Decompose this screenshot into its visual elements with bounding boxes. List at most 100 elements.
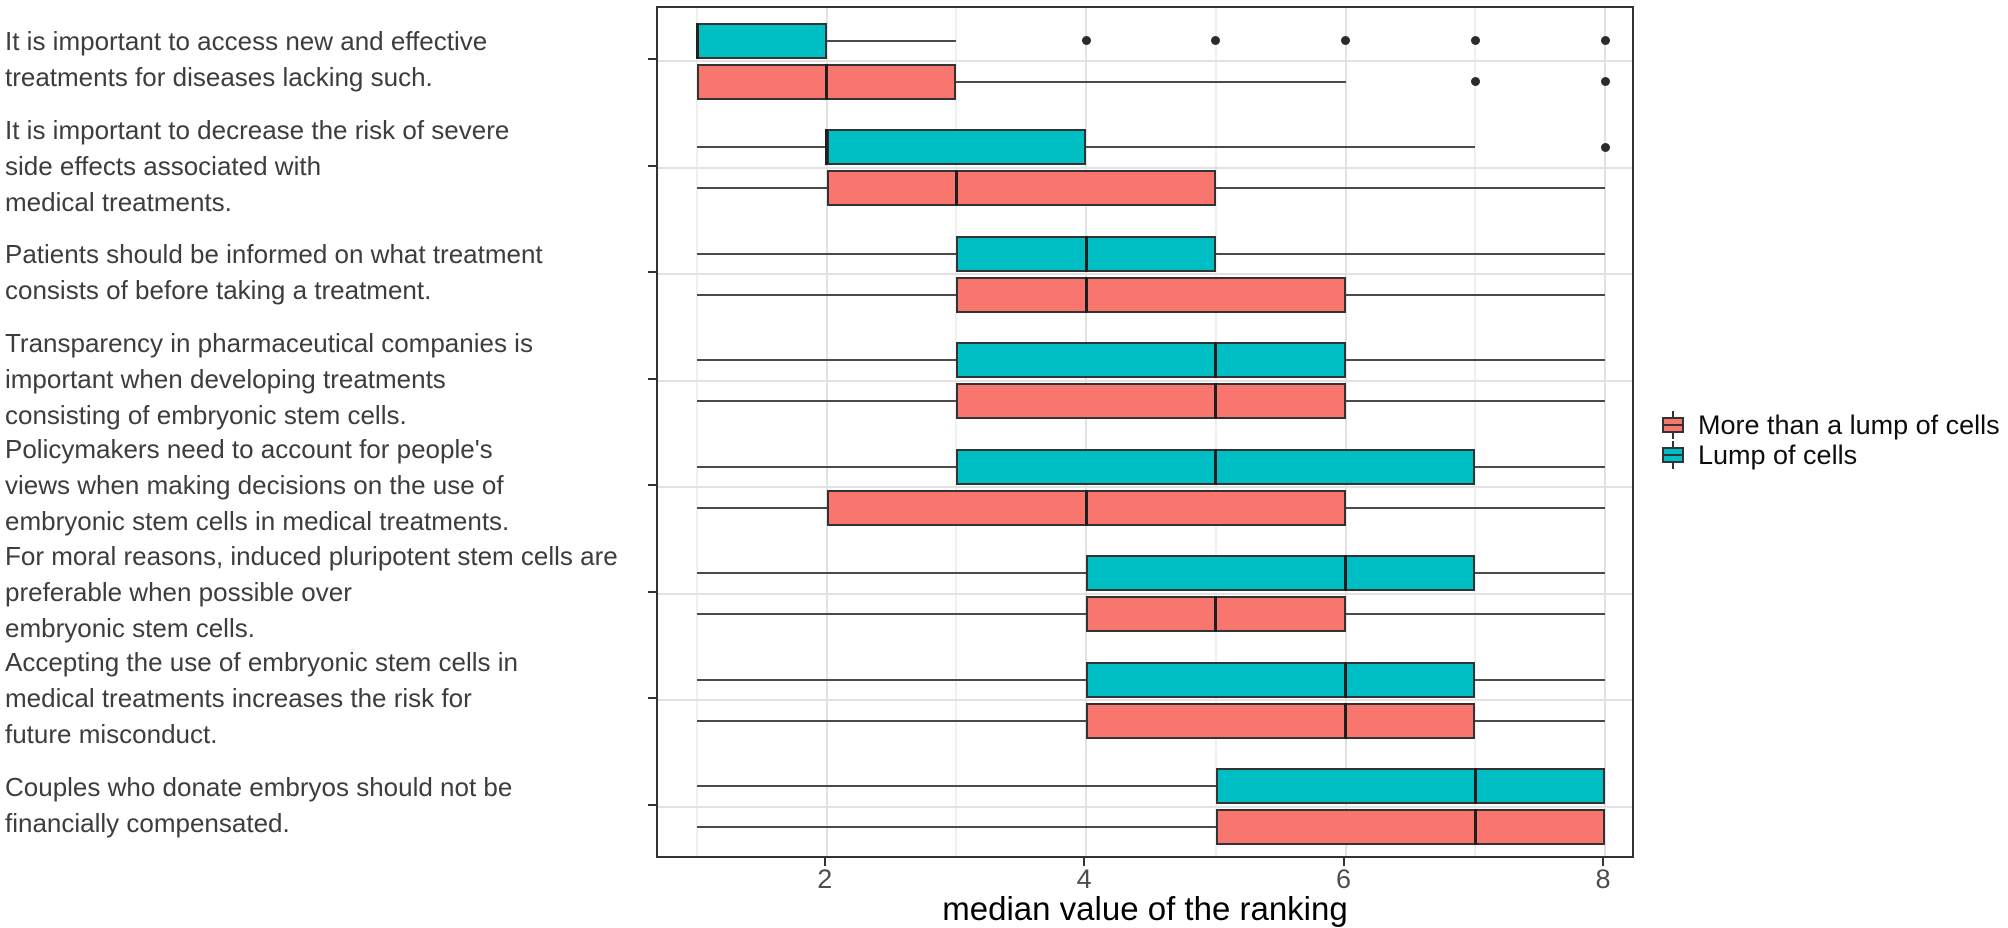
outlier-dot <box>1341 36 1351 46</box>
outlier-dot <box>1600 77 1610 87</box>
boxplot-key-icon <box>1658 440 1688 470</box>
whisker-low <box>697 506 827 509</box>
box-lump-of-cells <box>826 129 1087 166</box>
box-lump-of-cells <box>956 342 1346 379</box>
box-more-than-a-lump-of-cells <box>1086 702 1476 739</box>
y-tick-mark <box>648 58 656 61</box>
whisker-high <box>1086 146 1476 149</box>
outlier-dot <box>1600 36 1610 46</box>
x-tick-label: 2 <box>817 864 833 894</box>
y-axis-label: Couples who donate embryos should not be… <box>5 772 513 838</box>
y-tick-mark <box>648 697 656 700</box>
outlier-dot <box>1470 77 1480 87</box>
gridline-vertical <box>696 8 698 856</box>
x-axis-title: median value of the ranking <box>942 890 1348 927</box>
whisker-high <box>956 80 1346 83</box>
whisker-high <box>1345 400 1605 403</box>
box-more-than-a-lump-of-cells <box>1215 809 1605 846</box>
legend-entry-lump-of-cells: Lump of cells <box>1658 440 2000 470</box>
whisker-low <box>697 613 1087 616</box>
whisker-high <box>1215 187 1605 190</box>
gridline-horizontal <box>658 379 1632 382</box>
box-more-than-a-lump-of-cells <box>956 383 1346 420</box>
whisker-low <box>697 785 1216 788</box>
gridline-vertical <box>1214 8 1217 856</box>
outlier-dot <box>1600 142 1610 152</box>
gridline-vertical <box>1604 8 1606 856</box>
whisker-high <box>1475 465 1605 468</box>
gridline-vertical <box>825 8 828 856</box>
y-tick-mark <box>648 484 656 487</box>
gridline-vertical <box>1344 8 1347 856</box>
gridline-horizontal <box>658 486 1632 489</box>
gridline-horizontal <box>658 166 1632 169</box>
median-line <box>825 129 829 166</box>
whisker-low <box>697 572 1087 575</box>
outlier-dot <box>1081 36 1091 46</box>
y-axis-label: It is important to access new and effect… <box>5 26 488 92</box>
box-lump-of-cells <box>1086 661 1476 698</box>
outlier-dot <box>1470 36 1480 46</box>
whisker-high <box>1345 506 1605 509</box>
y-tick-mark <box>648 377 656 380</box>
gridline-vertical <box>1085 8 1088 856</box>
y-tick-mark <box>648 271 656 274</box>
whisker-low <box>697 359 957 362</box>
whisker-low <box>697 252 957 255</box>
whisker-low <box>697 826 1216 829</box>
median-line <box>1473 768 1477 805</box>
y-axis-label: Policymakers need to account for people'… <box>5 434 510 536</box>
median-line <box>1344 702 1348 739</box>
box-more-than-a-lump-of-cells <box>956 276 1346 313</box>
median-line <box>1084 489 1088 526</box>
x-tick-label: 6 <box>1336 864 1352 894</box>
whisker-low <box>697 146 827 149</box>
whisker-low <box>697 400 957 403</box>
legend-label: Lump of cells <box>1698 439 1858 470</box>
x-tick-mark <box>823 858 826 866</box>
median-line <box>954 170 958 207</box>
whisker-high <box>1475 678 1605 681</box>
median-line <box>1084 276 1088 313</box>
whisker-high <box>1345 613 1605 616</box>
whisker-high <box>826 39 957 42</box>
gridline-horizontal <box>658 60 1632 63</box>
gridline-horizontal <box>658 592 1632 595</box>
plot-panel <box>656 6 1634 858</box>
whisker-high <box>1475 719 1605 722</box>
gridline-horizontal <box>658 805 1632 808</box>
box-lump-of-cells <box>697 22 827 59</box>
box-more-than-a-lump-of-cells <box>826 170 1216 207</box>
legend-entry-more-than-a-lump-of-cells: More than a lump of cells <box>1658 410 2000 440</box>
x-tick-mark <box>1602 858 1604 866</box>
whisker-low <box>697 465 957 468</box>
y-axis-label: For moral reasons, induced pluripotent s… <box>5 541 618 643</box>
whisker-low <box>697 719 1087 722</box>
legend: More than a lump of cells Lump of cells <box>1658 410 2000 470</box>
gridline-vertical <box>955 8 958 856</box>
legend-label: More than a lump of cells <box>1698 409 2000 440</box>
x-tick-label: 8 <box>1595 864 1611 894</box>
x-tick-label: 4 <box>1076 864 1092 894</box>
x-tick-mark <box>1083 858 1086 866</box>
y-axis-label: It is important to decrease the risk of … <box>5 115 510 217</box>
whisker-low <box>697 187 827 190</box>
median-line <box>1344 661 1348 698</box>
whisker-low <box>697 293 957 296</box>
y-tick-mark <box>648 590 656 593</box>
box-lump-of-cells <box>1086 555 1476 592</box>
median-line <box>1214 596 1218 633</box>
median-line <box>1084 235 1088 272</box>
whisker-high <box>1475 572 1605 575</box>
median-line <box>825 63 829 100</box>
boxplot-key-icon <box>1658 410 1688 440</box>
gridline-vertical <box>1474 8 1477 856</box>
median-line <box>1214 342 1218 379</box>
whisker-low <box>697 678 1087 681</box>
median-line <box>1473 809 1477 846</box>
whisker-high <box>1345 293 1605 296</box>
gridline-horizontal <box>658 273 1632 276</box>
box-lump-of-cells <box>1215 768 1605 805</box>
outlier-dot <box>1211 36 1221 46</box>
